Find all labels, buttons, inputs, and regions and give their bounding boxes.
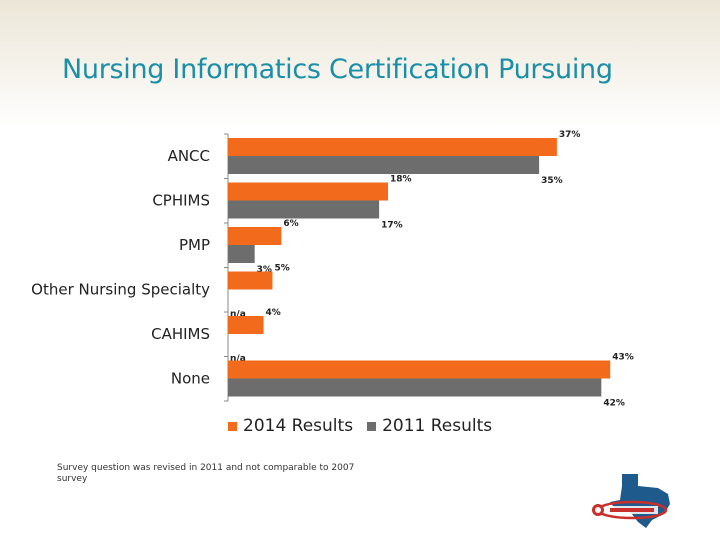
data-label: 3%	[257, 265, 272, 275]
bar-2011	[228, 156, 540, 174]
legend-label-2011: 2011 Results	[382, 416, 493, 436]
category-label: ANCC	[168, 147, 210, 165]
survey-footnote: Survey question was revised in 2011 and …	[57, 463, 355, 484]
data-label: n/a	[230, 310, 246, 320]
data-label: 5%	[274, 264, 289, 274]
data-label: 6%	[283, 219, 298, 229]
category-label: Other Nursing Specialty	[31, 281, 210, 299]
bar-2014	[228, 138, 557, 156]
chart-legend: 2014 Results 2011 Results	[228, 416, 506, 436]
data-label: 43%	[612, 353, 634, 363]
category-label: PMP	[179, 236, 210, 254]
bar-2014	[228, 227, 282, 245]
bar-chart: ANCC 37% 35% CPHIMS 18% 17% PMP 6% 3% Other Nursi…	[31, 130, 634, 409]
legend-swatch-2011	[367, 421, 377, 431]
category-label: None	[171, 370, 210, 388]
data-label: 42%	[603, 399, 625, 409]
bar-2014	[228, 271, 273, 290]
category-label: CAHIMS	[151, 325, 210, 343]
bar-2011	[228, 378, 602, 397]
data-label: 18%	[390, 175, 412, 185]
page-title: Nursing Informatics Certification Pursui…	[62, 54, 613, 85]
bar-2014	[228, 360, 611, 379]
legend-swatch-2014	[228, 421, 237, 431]
legend-item-2014: 2014 Results	[228, 416, 353, 436]
bar-2011	[228, 245, 255, 263]
data-label: 4%	[266, 308, 281, 318]
data-label: 35%	[541, 176, 563, 186]
bar-2014	[228, 182, 388, 201]
bar-2011	[228, 200, 380, 219]
category-label: CPHIMS	[152, 192, 210, 210]
data-label: n/a	[230, 354, 246, 364]
texas-map-logo-icon	[592, 474, 670, 528]
legend-item-2011: 2011 Results	[367, 416, 492, 436]
legend-label-2014: 2014 Results	[243, 416, 354, 436]
bar-2014	[228, 316, 264, 334]
data-label: 37%	[559, 130, 581, 140]
data-label: 17%	[381, 221, 403, 231]
